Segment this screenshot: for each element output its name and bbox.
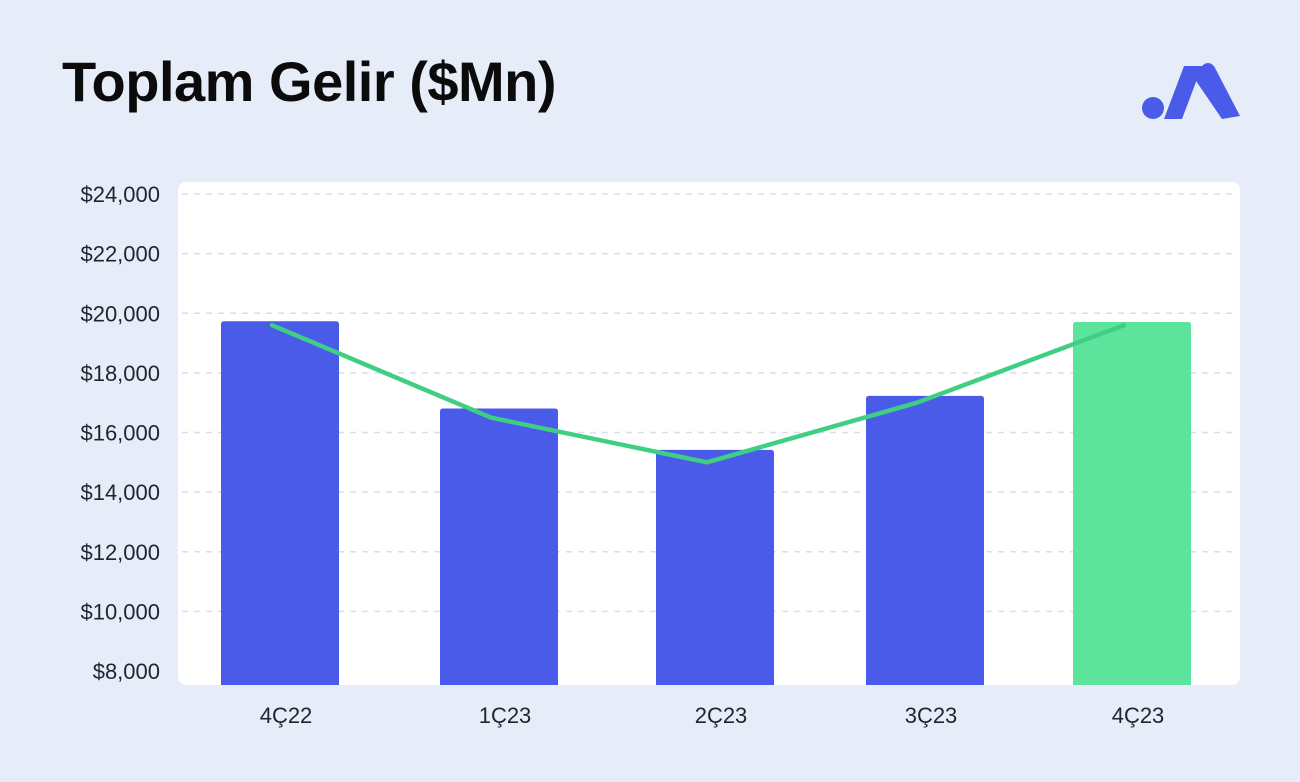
y-tick-label: $8,000	[93, 659, 160, 684]
bars	[221, 321, 1191, 685]
y-axis-ticks: $8,000 $10,000 $12,000 $14,000 $16,000 $18,00…	[80, 182, 160, 684]
y-tick-label: $12,000	[80, 540, 160, 565]
chart-title: Toplam Gelir ($Mn)	[62, 50, 557, 113]
brand-logo-icon	[1142, 63, 1240, 119]
x-tick-label: 4Ç23	[1112, 703, 1165, 728]
y-tick-label: $10,000	[80, 599, 160, 624]
x-tick-label: 1Ç23	[479, 703, 532, 728]
y-tick-label: $24,000	[80, 182, 160, 207]
y-tick-label: $22,000	[80, 242, 160, 267]
bar-2Ç23	[656, 449, 774, 685]
x-tick-label: 2Ç23	[695, 703, 748, 728]
bar-1Ç23	[440, 408, 558, 685]
trend-line-group	[269, 322, 1127, 465]
y-tick-label: $16,000	[80, 421, 160, 446]
bar-4Ç23	[1073, 322, 1191, 685]
x-tick-label: 4Ç22	[260, 703, 313, 728]
bar-3Ç23	[866, 395, 984, 685]
y-tick-label: $20,000	[80, 301, 160, 326]
gridlines	[182, 193, 1236, 613]
y-tick-label: $14,000	[80, 480, 160, 505]
bar-4Ç22	[221, 321, 339, 685]
y-tick-label: $18,000	[80, 361, 160, 386]
x-axis-ticks: 4Ç22 1Ç23 2Ç23 3Ç23 4Ç23	[260, 703, 1165, 728]
x-tick-label: 3Ç23	[905, 703, 958, 728]
